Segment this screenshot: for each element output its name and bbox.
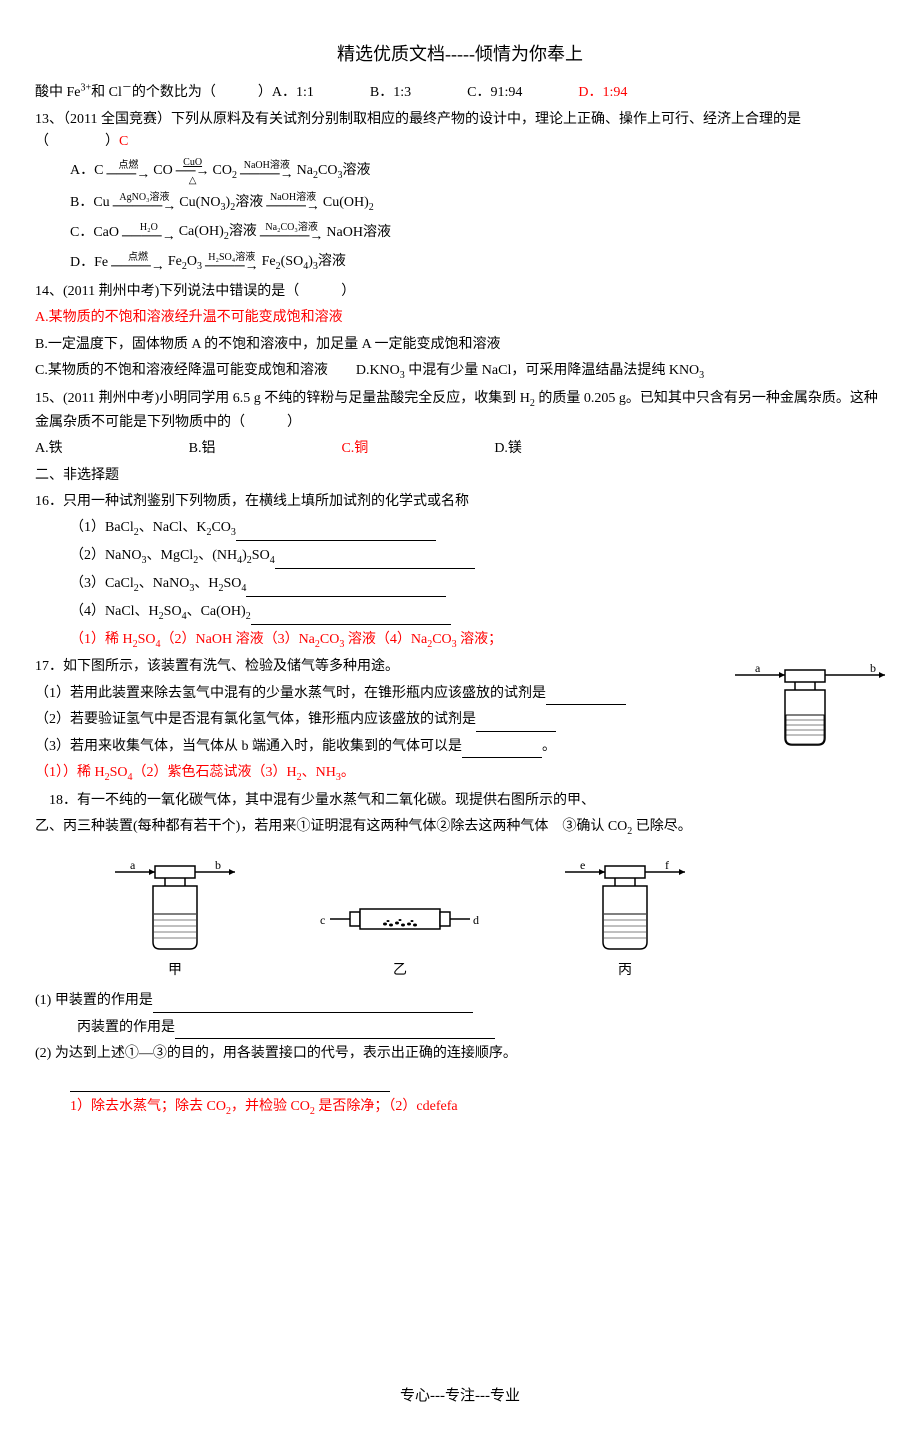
- q18-diagram-jia: a b 甲: [115, 854, 235, 982]
- q18-l2: 乙、丙三种装置(每种都有若干个)，若用来①证明混有这两种气体②除去这两种气体 ③…: [35, 816, 885, 840]
- q17-label-a: a: [755, 661, 761, 675]
- q12-tail-row: 酸中 Fe3+和 Cl－的个数比为（ ）A．1:1 B．1:3 C．91:94 …: [35, 81, 885, 105]
- q12-answer: D．1:94: [578, 85, 627, 100]
- q16-i3: （3）CaCl2、NaNO3、H2SO4: [70, 573, 885, 597]
- svg-text:b: b: [215, 858, 221, 872]
- q16-stem: 16．只用一种试剂鉴别下列物质，在横线上填所加试剂的化学式或名称: [35, 491, 885, 513]
- q14-optA: A.某物质的不饱和溶液经升温不可能变成饱和溶液: [35, 307, 885, 329]
- q18-p1: (1) 甲装置的作用是: [35, 990, 885, 1012]
- page-header: 精选优质文档-----倾情为你奉上: [35, 40, 885, 69]
- q18-p2: (2) 为达到上述①—③的目的，用各装置接口的代号，表示出正确的连接顺序。: [35, 1043, 885, 1065]
- q18-diagram-row: a b 甲 c d: [115, 854, 885, 982]
- q15-answer: C.铜: [341, 441, 368, 456]
- q14-stem: 14、(2011 荆州中考)下列说法中错误的是（ ）: [35, 281, 885, 303]
- q16-i2: （2）NaNO3、MgCl2、(NH4)2SO4: [70, 545, 885, 569]
- svg-text:d: d: [473, 913, 479, 927]
- q17-diagram: a b: [735, 660, 885, 758]
- q18-blank: [70, 1069, 885, 1091]
- q18-diagram-yi: c d 乙: [315, 884, 485, 982]
- page-footer: 专心---专注---专业: [35, 1384, 885, 1408]
- q13-stem: 13、（2011 全国竞赛）下列从原料及有关试剂分别制取相应的最终产物的设计中，…: [35, 109, 885, 154]
- q15-options: A.铁 B.铝 C.铜 D.镁: [35, 438, 885, 460]
- q13-optC: C． CaO H₂O────→ Ca(OH)2溶液 Na₂CO₃溶液─────→…: [70, 221, 885, 245]
- section2-title: 二、非选择题: [35, 465, 885, 487]
- q17-answer: （1））稀 H2SO4（2）紫色石蕊试液（3）H2、NH3。: [35, 762, 885, 786]
- q13-answer: C: [119, 134, 128, 149]
- q15-stem: 15、(2011 荆州中考)小明同学用 6.5 g 不纯的锌粉与足量盐酸完全反应…: [35, 388, 885, 434]
- q13-optD: D． Fe 点燃────→ Fe2O3 H₂SO₄溶液────→ Fe2(SO4…: [70, 251, 885, 275]
- svg-text:a: a: [130, 858, 136, 872]
- q13-optA: A． C 点燃───→ CO CuO──→△ CO2 NaOH溶液────→ N…: [70, 158, 885, 186]
- q13-optB: B． Cu AgNO₃溶液─────→ Cu(NO3)2溶液 NaOH溶液───…: [70, 192, 885, 216]
- q18-l1: 18．有一不纯的一氧化碳气体，其中混有少量水蒸气和二氧化碳。现提供右图所示的甲、: [35, 790, 885, 812]
- q12-tail: 酸中 Fe3+和 Cl－的个数比为（ ）A．1:1 B．1:3 C．91:94 …: [35, 85, 627, 100]
- svg-text:f: f: [665, 858, 669, 872]
- q16-i4: （4）NaCl、H2SO4、Ca(OH)2: [70, 601, 885, 625]
- svg-text:e: e: [580, 858, 585, 872]
- q14-optCD: C.某物质的不饱和溶液经降温可能变成饱和溶液 D.KNO3 中混有少量 NaCl…: [35, 360, 885, 384]
- svg-text:c: c: [320, 913, 325, 927]
- q18-answer: 1）除去水蒸气；除去 CO2，并检验 CO2 是否除净；（2）cdefefa: [70, 1096, 885, 1120]
- q17-label-b: b: [870, 661, 876, 675]
- q18-p1b: 丙装置的作用是: [35, 1017, 885, 1039]
- q14-optB: B.一定温度下，固体物质 A 的不饱和溶液中，加足量 A 一定能变成饱和溶液: [35, 334, 885, 356]
- q18-diagram-bing: e f 丙: [565, 854, 685, 982]
- q16-answer: （1）稀 H2SO4（2）NaOH 溶液（3）Na2CO3 溶液（4）Na2CO…: [70, 629, 885, 653]
- q16-i1: （1）BaCl2、NaCl、K2CO3: [70, 517, 885, 541]
